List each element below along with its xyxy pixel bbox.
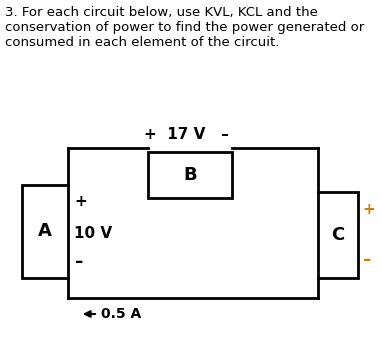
Text: 10 V: 10 V [74, 226, 112, 241]
Text: –: – [362, 251, 370, 269]
Text: 3. For each circuit below, use KVL, KCL and the
conservation of power to find th: 3. For each circuit below, use KVL, KCL … [5, 6, 364, 49]
Bar [22, 185, 68, 278]
Bar [318, 192, 358, 278]
Text: –: – [74, 253, 82, 271]
Text: A: A [38, 222, 52, 240]
Text: B: B [183, 166, 197, 184]
Bar [148, 152, 232, 198]
Text: 0.5 A: 0.5 A [101, 307, 141, 321]
Text: +: + [362, 202, 375, 218]
Text: +: + [74, 194, 87, 208]
Text: +  17 V   –: + 17 V – [144, 127, 228, 142]
Text: C: C [331, 226, 345, 244]
